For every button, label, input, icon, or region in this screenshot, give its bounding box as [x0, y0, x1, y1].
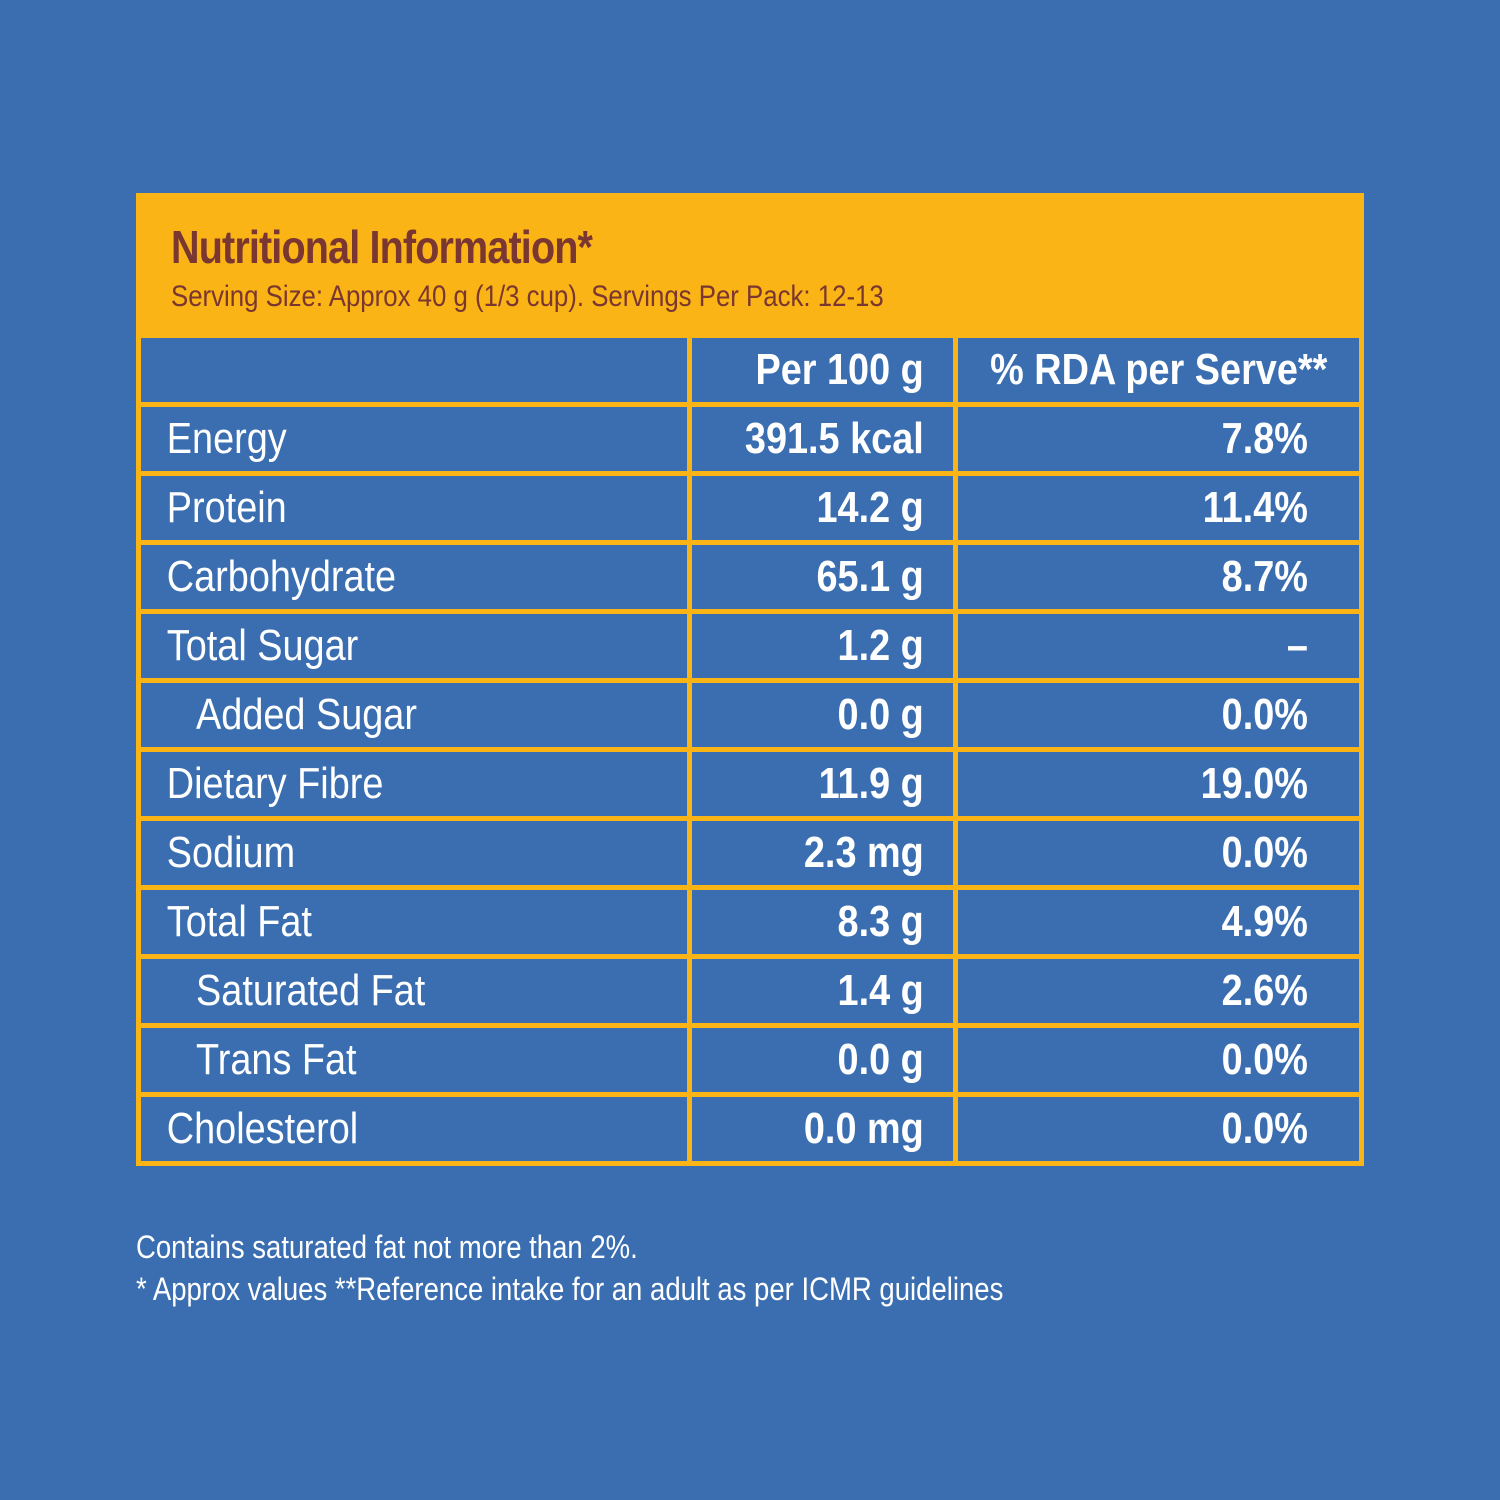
per-100g-value: 1.4 g: [837, 966, 924, 1015]
rda-value-cell: 11.4%: [952, 471, 1359, 545]
rda-value: –: [1286, 621, 1308, 670]
nutrient-name: Energy: [166, 414, 287, 463]
nutrient-name-cell: Total Fat: [141, 885, 692, 959]
per-100g-value-cell: 0.0 mg: [686, 1092, 958, 1161]
rda-value: 8.7%: [1221, 552, 1308, 601]
per-100g-value-cell: 14.2 g: [686, 471, 958, 545]
per-100g-value-cell: 0.0 g: [686, 678, 958, 752]
rda-value: 0.0%: [1221, 1104, 1308, 1153]
rda-value: 0.0%: [1221, 690, 1308, 739]
header-label-per-100g: Per 100 g: [754, 345, 924, 394]
nutrient-name-cell: Saturated Fat: [141, 954, 692, 1028]
nutrient-name: Sodium: [166, 828, 296, 877]
nutrient-name-cell: Protein: [141, 471, 692, 545]
table-row: Total Sugar 1.2 g –: [141, 609, 1359, 683]
per-100g-value-cell: 0.0 g: [686, 1023, 958, 1097]
rda-value: 0.0%: [1221, 828, 1308, 877]
table-header-row: Per 100 g % RDA per Serve**: [141, 338, 1359, 407]
rda-value: 4.9%: [1221, 897, 1308, 946]
per-100g-value: 14.2 g: [815, 483, 924, 532]
nutrient-name-cell: Energy: [141, 402, 692, 476]
per-100g-value: 0.0 g: [837, 1035, 924, 1084]
nutrient-name: Total Fat: [166, 897, 312, 946]
per-100g-value: 0.0 g: [837, 690, 924, 739]
per-100g-value-cell: 65.1 g: [686, 540, 958, 614]
panel-header: Nutritional Information* Serving Size: A…: [141, 198, 1359, 338]
footnote-saturated-fat: Contains saturated fat not more than 2%.: [136, 1229, 638, 1265]
nutrient-name-cell: Carbohydrate: [141, 540, 692, 614]
nutrient-name-cell: Total Sugar: [141, 609, 692, 683]
table-row: Saturated Fat 1.4 g 2.6%: [141, 954, 1359, 1028]
nutrition-table-body: Per 100 g % RDA per Serve** Energy 391.5 …: [141, 338, 1359, 1161]
per-100g-value: 2.3 mg: [803, 828, 924, 877]
rda-value-cell: 19.0%: [952, 747, 1359, 821]
nutrient-name: Cholesterol: [166, 1104, 359, 1153]
per-100g-value: 8.3 g: [837, 897, 924, 946]
per-100g-value: 11.9 g: [818, 759, 924, 808]
header-cell-rda: % RDA per Serve**: [952, 338, 1359, 407]
header-label-rda: % RDA per Serve**: [989, 345, 1327, 394]
table-row: Carbohydrate 65.1 g 8.7%: [141, 540, 1359, 614]
nutrient-name-cell: Cholesterol: [141, 1092, 692, 1161]
nutrient-name: Dietary Fibre: [166, 759, 384, 808]
table-row: Cholesterol 0.0 mg 0.0%: [141, 1092, 1359, 1161]
nutrient-name: Trans Fat: [196, 1035, 357, 1084]
nutrient-name: Added Sugar: [196, 690, 417, 739]
rda-value-cell: 0.0%: [952, 678, 1359, 752]
nutrient-name: Carbohydrate: [166, 552, 397, 601]
rda-value: 0.0%: [1221, 1035, 1308, 1084]
nutrient-name: Saturated Fat: [196, 966, 426, 1015]
header-cell-nutrient: [141, 338, 692, 407]
table-row: Protein 14.2 g 11.4%: [141, 471, 1359, 545]
rda-value-cell: 2.6%: [952, 954, 1359, 1028]
per-100g-value-cell: 391.5 kcal: [686, 402, 958, 476]
per-100g-value: 391.5 kcal: [744, 414, 924, 463]
per-100g-value-cell: 1.4 g: [686, 954, 958, 1028]
rda-value-cell: 7.8%: [952, 402, 1359, 476]
table-row: Sodium 2.3 mg 0.0%: [141, 816, 1359, 890]
per-100g-value-cell: 8.3 g: [686, 885, 958, 959]
footnote-reference: * Approx values **Reference intake for a…: [136, 1271, 1004, 1307]
table-row: Total Fat 8.3 g 4.9%: [141, 885, 1359, 959]
nutrient-name: Protein: [166, 483, 287, 532]
rda-value-cell: –: [952, 609, 1359, 683]
per-100g-value-cell: 11.9 g: [686, 747, 958, 821]
per-100g-value: 1.2 g: [837, 621, 924, 670]
nutrition-panel: Nutritional Information* Serving Size: A…: [136, 193, 1364, 1166]
rda-value-cell: 0.0%: [952, 816, 1359, 890]
rda-value: 11.4%: [1202, 483, 1308, 532]
nutrient-name: Total Sugar: [166, 621, 359, 670]
per-100g-value-cell: 2.3 mg: [686, 816, 958, 890]
footnotes: Contains saturated fat not more than 2%.…: [136, 1226, 1003, 1310]
header-cell-per-100g: Per 100 g: [686, 338, 958, 407]
nutrition-table: Per 100 g % RDA per Serve** Energy 391.5 …: [141, 338, 1359, 1161]
nutrient-name-cell: Trans Fat: [141, 1023, 692, 1097]
rda-value: 2.6%: [1221, 966, 1308, 1015]
table-row: Trans Fat 0.0 g 0.0%: [141, 1023, 1359, 1097]
rda-value: 19.0%: [1200, 759, 1308, 808]
serving-size-text: Serving Size: Approx 40 g (1/3 cup). Ser…: [171, 280, 884, 313]
per-100g-value: 65.1 g: [815, 552, 924, 601]
table-row: Energy 391.5 kcal 7.8%: [141, 402, 1359, 476]
rda-value: 7.8%: [1221, 414, 1308, 463]
rda-value-cell: 0.0%: [952, 1092, 1359, 1161]
table-row: Added Sugar 0.0 g 0.0%: [141, 678, 1359, 752]
per-100g-value-cell: 1.2 g: [686, 609, 958, 683]
nutrient-name-cell: Dietary Fibre: [141, 747, 692, 821]
nutrient-name-cell: Sodium: [141, 816, 692, 890]
per-100g-value: 0.0 mg: [803, 1104, 924, 1153]
rda-value-cell: 4.9%: [952, 885, 1359, 959]
panel-title: Nutritional Information*: [171, 221, 593, 273]
nutrient-name-cell: Added Sugar: [141, 678, 692, 752]
rda-value-cell: 0.0%: [952, 1023, 1359, 1097]
rda-value-cell: 8.7%: [952, 540, 1359, 614]
table-row: Dietary Fibre 11.9 g 19.0%: [141, 747, 1359, 821]
